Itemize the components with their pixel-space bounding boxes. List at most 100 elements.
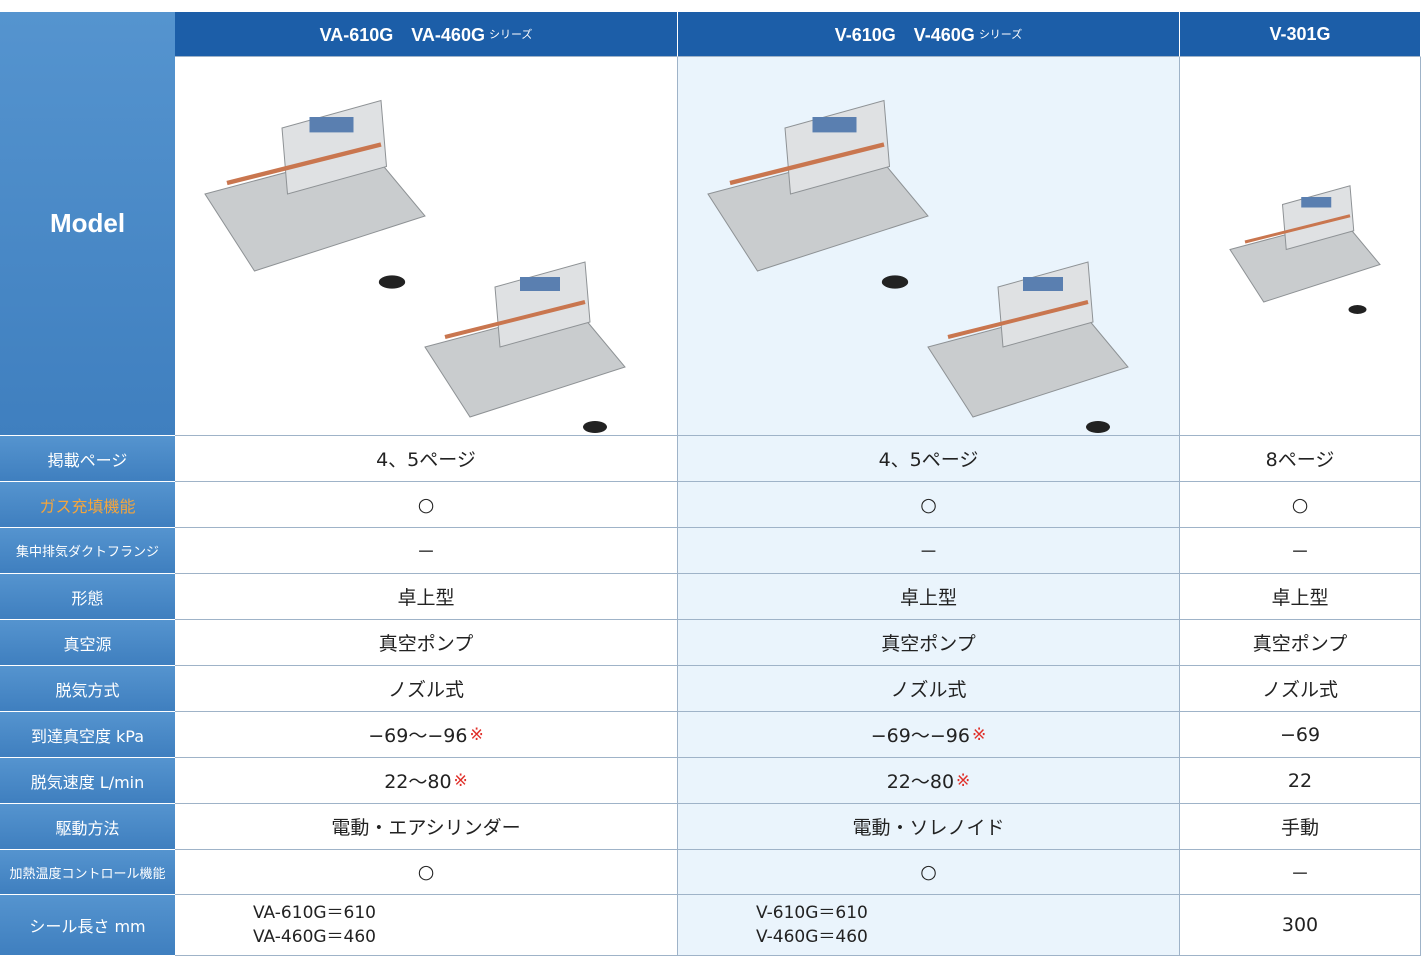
cell-text: ノズル式 <box>1261 679 1338 701</box>
cell-text: － <box>1290 541 1310 563</box>
corner-label: Model <box>49 208 126 238</box>
row-label: ガス充填機能 <box>0 482 175 528</box>
cell-text: ノズル式 <box>387 679 464 701</box>
cell-text: － <box>1290 862 1310 885</box>
image-cell <box>175 57 678 436</box>
row-label: 脱気方式 <box>0 666 175 712</box>
cell-text: ○ <box>417 493 435 516</box>
model-suffix: シリーズ <box>978 29 1023 41</box>
cell: － <box>1180 528 1421 574</box>
machine-part <box>1348 304 1367 314</box>
machine-part <box>881 274 909 289</box>
cell: ノズル式 <box>1180 666 1421 712</box>
cell-text: 卓上型 <box>397 587 455 609</box>
cell-text: 手動 <box>1280 817 1319 839</box>
product-photo <box>1229 184 1381 314</box>
row-label: 集中排気ダクトフランジ <box>0 528 175 574</box>
cell: － <box>1180 850 1421 895</box>
machine-part <box>378 274 406 289</box>
cell-text: −69～−96 <box>870 725 970 747</box>
cell: 真空ポンプ <box>1180 620 1421 666</box>
cell: 22 <box>1180 758 1421 804</box>
row-label-text: 加熱温度コントロール機能 <box>9 866 166 882</box>
cell-text: 真空ポンプ <box>1252 633 1348 655</box>
cell: 手動 <box>1180 804 1421 850</box>
cell: ○ <box>175 482 678 528</box>
cell: － <box>678 528 1180 574</box>
row-label-text: シール長さ mm <box>29 917 146 936</box>
column-header: VA-610G VA-460G シリーズ <box>175 12 678 57</box>
cell-text: ○ <box>920 861 937 883</box>
machine-part <box>812 116 857 132</box>
cell-text: 22～80 <box>886 771 955 793</box>
row-label: 形態 <box>0 574 175 620</box>
cell: 卓上型 <box>1180 574 1421 620</box>
machine-part <box>784 99 891 195</box>
cell: −69 <box>1180 712 1421 758</box>
model-name: VA-610G VA-460G <box>319 25 485 45</box>
cell: ○ <box>678 850 1180 895</box>
cell: 電動・エアシリンダー <box>175 804 678 850</box>
cell: 8ページ <box>1180 436 1421 482</box>
cell: 300 <box>1180 895 1421 956</box>
cell-line: V-610G＝610 <box>756 903 868 923</box>
cell-line: VA-460G＝460 <box>253 927 377 947</box>
machine-part <box>729 141 885 185</box>
machine-part <box>1086 420 1110 433</box>
machine-part <box>494 260 591 348</box>
machine-part <box>1244 213 1351 243</box>
machine-part <box>947 299 1089 339</box>
row-label: 脱気速度 L/min <box>0 758 175 804</box>
cell-text: −69 <box>1279 723 1321 746</box>
cell: ノズル式 <box>678 666 1180 712</box>
corner-cell: Model <box>0 12 175 436</box>
row-label: 加熱温度コントロール機能 <box>0 850 175 895</box>
row-label-text: 脱気速度 L/min <box>30 772 145 792</box>
cell-text: ○ <box>417 861 435 883</box>
cell: ○ <box>678 482 1180 528</box>
cell-text: ○ <box>1291 493 1309 516</box>
cell: −69～−96 ※ <box>678 712 1180 758</box>
cell-text: −69～−96 <box>368 725 468 747</box>
cell-text: 22 <box>1287 769 1313 792</box>
machine-part <box>997 260 1094 348</box>
cell-text: 電動・エアシリンダー <box>331 817 521 839</box>
row-label-text: 駆動方法 <box>55 818 120 838</box>
cell-text: 真空ポンプ <box>378 633 474 655</box>
cell-text: － <box>918 541 938 563</box>
cell: −69～−96 ※ <box>175 712 678 758</box>
row-label-text: 到達真空度 kPa <box>30 726 145 746</box>
cell-text: 8ページ <box>1265 449 1335 471</box>
cell-text: 卓上型 <box>1271 587 1329 609</box>
column-header: V-301G <box>1180 12 1421 57</box>
image-cell <box>1180 57 1421 436</box>
machine-part <box>281 99 388 195</box>
cell-text: ノズル式 <box>890 679 967 701</box>
cell-line: VA-610G＝610 <box>253 903 377 923</box>
model-name: V-301G <box>1269 23 1331 44</box>
cell: V-610G＝610 V-460G＝460 <box>678 895 1180 956</box>
cell-lines: VA-610G＝610 VA-460G＝460 <box>253 901 376 949</box>
note-mark: ※ <box>956 770 971 791</box>
machine-part <box>583 420 607 433</box>
row-label: 駆動方法 <box>0 804 175 850</box>
row-label: 真空源 <box>0 620 175 666</box>
machine-part <box>1023 276 1063 291</box>
cell: ○ <box>1180 482 1421 528</box>
note-mark: ※ <box>453 770 468 791</box>
machine-part <box>1281 184 1355 250</box>
cell-text: － <box>416 541 436 563</box>
row-label: 到達真空度 kPa <box>0 712 175 758</box>
image-cell <box>678 57 1180 436</box>
cell-text: 電動・ソレノイド <box>852 817 1005 839</box>
cell: 卓上型 <box>175 574 678 620</box>
row-label-text: 真空源 <box>63 634 112 654</box>
cell: 電動・ソレノイド <box>678 804 1180 850</box>
row-label-text: 集中排気ダクトフランジ <box>15 545 159 560</box>
cell: 4、5ページ <box>678 436 1180 482</box>
row-label: 掲載ページ <box>0 436 175 482</box>
cell: 4、5ページ <box>175 436 678 482</box>
cell-text: 卓上型 <box>899 587 957 609</box>
row-label-text: ガス充填機能 <box>39 496 136 516</box>
machine-part <box>520 276 560 291</box>
